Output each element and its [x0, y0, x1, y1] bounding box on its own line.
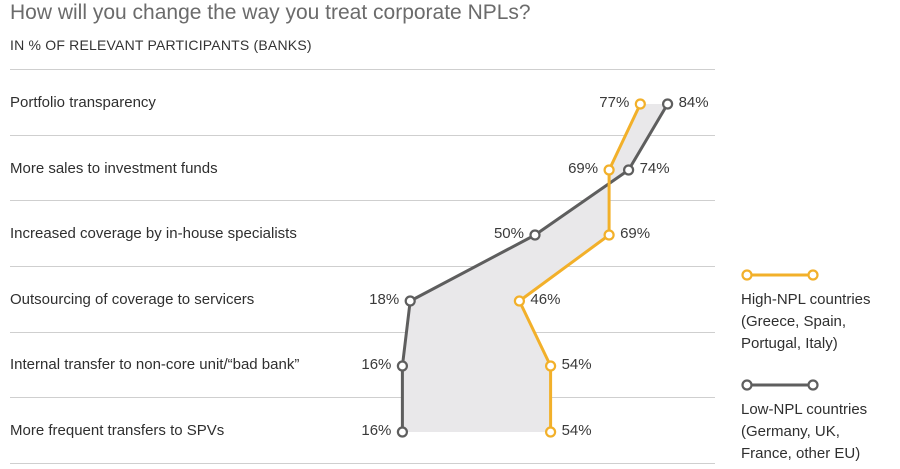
data-point-high [634, 98, 646, 110]
row-divider [10, 332, 715, 333]
data-point-low [396, 426, 408, 438]
category-label: Portfolio transparency [10, 94, 156, 111]
row-divider [10, 135, 715, 136]
data-point-low [529, 229, 541, 241]
value-label: 16% [361, 422, 392, 439]
category-label: More sales to investment funds [10, 160, 218, 177]
legend-marker-low [741, 379, 819, 391]
value-label: 84% [678, 94, 709, 111]
data-point-high [544, 360, 557, 372]
row-divider [10, 397, 715, 398]
data-point-low [396, 360, 408, 372]
value-label: 46% [530, 291, 561, 308]
category-label: Internal transfer to non-core unit/“bad … [10, 356, 300, 373]
data-point-low [404, 295, 416, 307]
row-divider [10, 69, 715, 70]
value-label: 77% [599, 94, 630, 111]
value-label: 69% [620, 225, 651, 242]
category-label: Outsourcing of coverage to servicers [10, 291, 255, 308]
data-point-high [544, 426, 557, 438]
series-line-low [400, 103, 669, 432]
data-point-high [603, 164, 615, 176]
data-point-high [603, 229, 615, 241]
chart-title: How will you change the way you treat co… [10, 1, 531, 24]
value-label: 50% [493, 225, 524, 242]
value-label: 54% [561, 422, 592, 439]
value-label: 54% [561, 356, 592, 373]
value-label: 18% [369, 291, 400, 308]
legend-label-high: High-NPL countries (Greece, Spain, Portu… [741, 291, 871, 352]
series-line-high [517, 103, 642, 432]
legend-marker-high [741, 269, 819, 281]
data-point-high [513, 295, 526, 307]
data-point-low [661, 98, 674, 110]
chart-subtitle: IN % OF RELEVANT PARTICIPANTS (BANKS) [10, 37, 312, 53]
category-label: Increased coverage by in-house specialis… [10, 225, 297, 242]
legend-label-low: Low-NPL countries (Germany, UK, France, … [741, 401, 868, 462]
data-point-low [622, 164, 635, 176]
value-label: 74% [639, 160, 670, 177]
row-divider [10, 266, 715, 267]
gap-area [402, 104, 668, 432]
row-divider [10, 463, 715, 464]
row-divider [10, 200, 715, 201]
category-label: More frequent transfers to SPVs [10, 422, 225, 439]
value-label: 16% [361, 356, 392, 373]
value-label: 69% [568, 160, 599, 177]
